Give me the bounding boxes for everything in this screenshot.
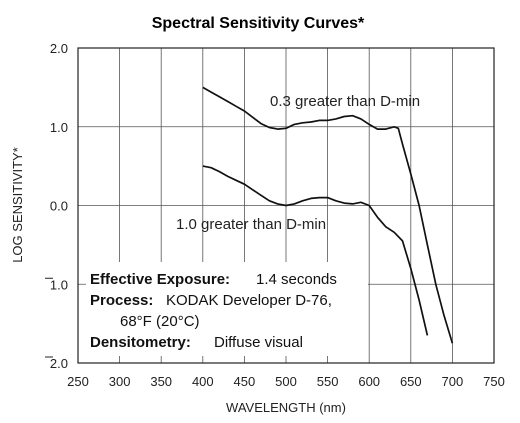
series-line-2	[202, 165, 429, 336]
x-tick-label: 250	[67, 374, 89, 389]
x-tick-label: 500	[275, 374, 297, 389]
plot-frame	[77, 47, 495, 364]
series-lines	[202, 86, 454, 344]
y-tick-label: 0.0	[50, 199, 68, 214]
chart-title: Spectral Sensitivity Curves*	[152, 15, 365, 32]
y-tick-labels: 2.0 1.0 0.0 1.0 2.0	[45, 41, 68, 371]
y-tick-label: 1.0	[50, 277, 68, 292]
y-axis-label: LOG SENSITIVITY*	[10, 147, 25, 263]
x-tick-label: 600	[358, 374, 380, 389]
curve-label-lower: 1.0 greater than D-min	[176, 216, 326, 233]
y-tick-label: 2.0	[50, 41, 68, 56]
x-tick-labels: 250 300 350 400 450 500 550 600 650 700 750	[67, 374, 505, 389]
x-tick-label: 300	[109, 374, 131, 389]
x-tick-label: 550	[317, 374, 339, 389]
curve-label-upper: 0.3 greater than D-min	[270, 93, 420, 110]
y-tick-label: 1.0	[50, 120, 68, 135]
note-exposure-key: Effective Exposure:	[90, 271, 230, 288]
note-densitometry-value: Diffuse visual	[214, 334, 303, 351]
note-densitometry-key: Densitometry:	[90, 334, 191, 351]
x-tick-label: 400	[192, 374, 214, 389]
x-tick-label: 700	[442, 374, 464, 389]
x-tick-label: 450	[234, 374, 256, 389]
x-tick-label: 650	[400, 374, 422, 389]
note-exposure-value: 1.4 seconds	[256, 271, 337, 288]
series-line-1	[202, 86, 454, 344]
x-tick-label: 750	[483, 374, 505, 389]
x-tick-label: 350	[150, 374, 172, 389]
notes-background	[86, 262, 368, 356]
note-process-value-2: 68°F (20°C)	[120, 313, 200, 330]
note-process-value-1: KODAK Developer D-76,	[166, 292, 332, 309]
y-tick-label: 2.0	[50, 356, 68, 371]
x-axis-label: WAVELENGTH (nm)	[226, 400, 346, 415]
note-process-key: Process:	[90, 292, 153, 309]
